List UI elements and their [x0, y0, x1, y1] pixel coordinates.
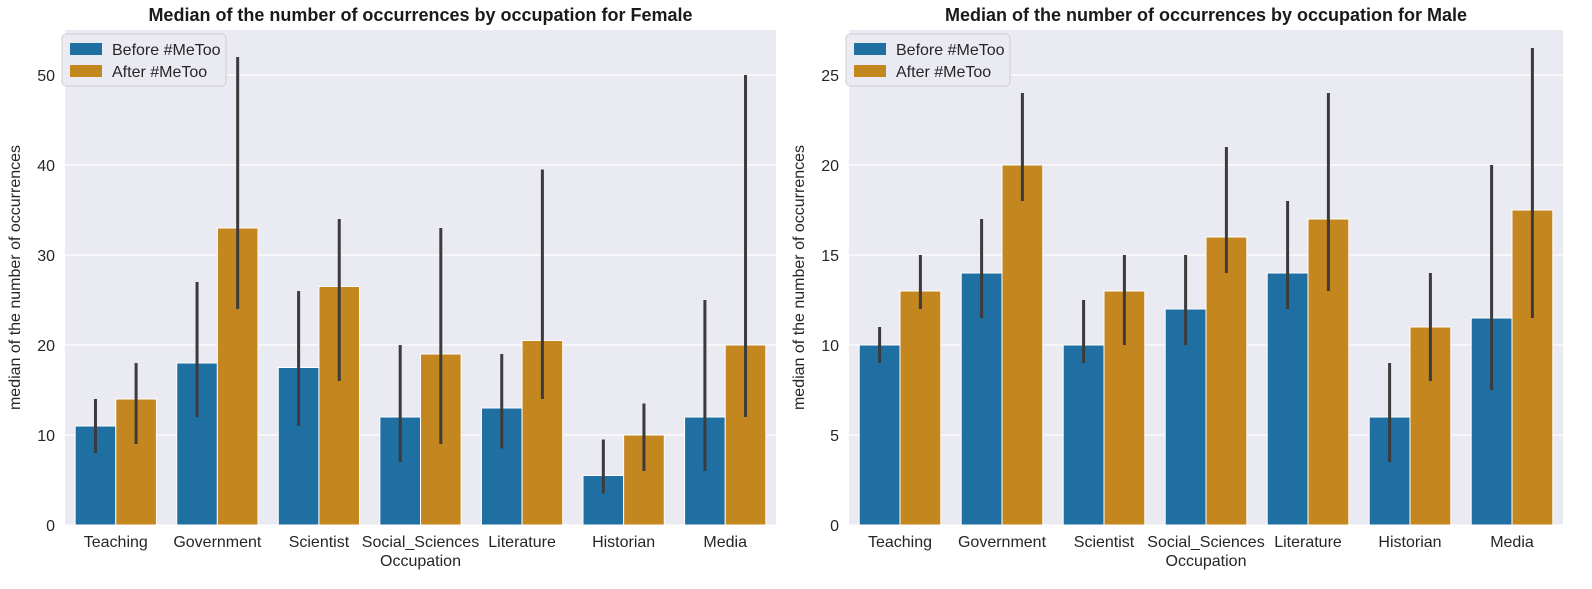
bar [1266, 272, 1309, 526]
y-tick-label: 0 [46, 518, 55, 535]
legend-label: Before #MeToo [112, 42, 221, 59]
y-tick-label: 0 [830, 518, 839, 535]
y-axis-label: median of the number of occurrences [7, 145, 24, 410]
legend-box [845, 33, 1011, 87]
y-tick-label: 5 [830, 428, 839, 445]
y-tick-label: 10 [37, 428, 55, 445]
legend-label: After #MeToo [896, 64, 991, 81]
chart-panel-female: 0 10 20 30 40 50 Teaching Government Scientist So… [7, 5, 776, 570]
x-tick-label: Historian [592, 534, 655, 551]
x-tick-label: Government [173, 534, 262, 551]
y-tick-label: 20 [37, 338, 55, 355]
bar [1062, 344, 1105, 526]
legend: Before #MeToo After #MeToo [61, 33, 227, 87]
x-tick-label: Scientist [289, 534, 350, 551]
bar [858, 344, 901, 526]
legend: Before #MeToo After #MeToo [845, 33, 1011, 87]
x-tick-label: Social_Sciences [1147, 534, 1264, 551]
x-tick-label: Social_Sciences [362, 534, 479, 551]
chart-title: Median of the number of occurrences by o… [945, 5, 1467, 25]
legend-label: After #MeToo [112, 64, 207, 81]
x-tick-label: Literature [488, 534, 556, 551]
legend-swatch [854, 43, 886, 55]
x-tick-label: Teaching [868, 534, 932, 551]
y-tick-label: 20 [821, 158, 839, 175]
x-tick-label: Literature [1274, 534, 1342, 551]
x-axis-label: Occupation [1166, 553, 1247, 570]
bar [1205, 236, 1248, 526]
chart-panel-male: 0 5 10 15 20 25 Teaching Government Scientist Soc… [791, 5, 1563, 570]
x-tick-label: Government [958, 534, 1047, 551]
y-tick-label: 50 [37, 68, 55, 85]
bar [1001, 164, 1044, 526]
y-tick-label: 30 [37, 248, 55, 265]
y-tick-label: 40 [37, 158, 55, 175]
x-axis-label: Occupation [380, 553, 461, 570]
x-tick-label: Media [1490, 534, 1534, 551]
chart-title: Median of the number of occurrences by o… [148, 5, 692, 25]
bar [899, 290, 942, 526]
x-tick-label: Teaching [84, 534, 148, 551]
legend-swatch [70, 65, 102, 77]
x-tick-label: Historian [1378, 534, 1441, 551]
y-axis-label: median of the number of occurrences [791, 145, 808, 410]
legend-label: Before #MeToo [896, 42, 1005, 59]
y-tick-label: 25 [821, 68, 839, 85]
x-tick-label: Media [703, 534, 747, 551]
legend-box [61, 33, 227, 87]
y-tick-label: 15 [821, 248, 839, 265]
legend-swatch [70, 43, 102, 55]
y-tick-label: 10 [821, 338, 839, 355]
x-tick-label: Scientist [1074, 534, 1135, 551]
legend-swatch [854, 65, 886, 77]
